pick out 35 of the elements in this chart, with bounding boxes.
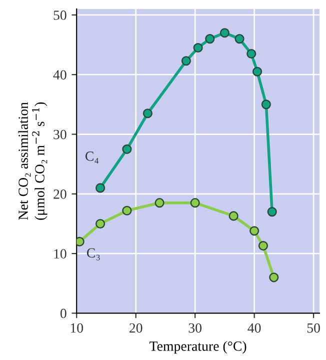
x-tick-label: 40 — [248, 323, 261, 333]
point — [181, 56, 191, 66]
x-tick-label: 20 — [130, 323, 142, 333]
point — [267, 207, 277, 217]
y-tick-label: 10 — [54, 249, 66, 259]
y-tick-label: 30 — [54, 130, 66, 140]
point — [122, 206, 132, 216]
y-tick-label: 20 — [54, 189, 66, 199]
point — [258, 241, 268, 251]
point — [246, 48, 256, 59]
point — [96, 183, 106, 193]
point — [193, 42, 203, 53]
y-tick-label: 50 — [54, 10, 66, 20]
point — [261, 100, 271, 110]
y-axis-title: Net CO₂ assimilation (μmol CO₂ m$^{−2}$ s$^{−1}$) — [18, 102, 48, 220]
point — [220, 28, 230, 38]
point — [269, 272, 279, 282]
point — [96, 218, 106, 229]
y-tick-label: 0 — [60, 308, 66, 318]
point — [234, 34, 244, 44]
series-label: C₄ — [85, 152, 99, 164]
point — [122, 144, 132, 154]
x-tick-label: 30 — [188, 323, 202, 333]
point — [250, 226, 260, 236]
point — [142, 108, 152, 118]
point — [205, 34, 215, 44]
series-label: C₃ — [86, 248, 100, 260]
point — [228, 211, 238, 221]
x-tick-label: 10 — [70, 323, 84, 333]
x-axis-title: Temperature (°C) — [150, 341, 246, 354]
point — [190, 198, 200, 208]
x-tick-label: 50 — [307, 323, 320, 333]
point — [252, 66, 262, 76]
point — [154, 198, 164, 208]
y-tick-label: 40 — [53, 70, 66, 80]
